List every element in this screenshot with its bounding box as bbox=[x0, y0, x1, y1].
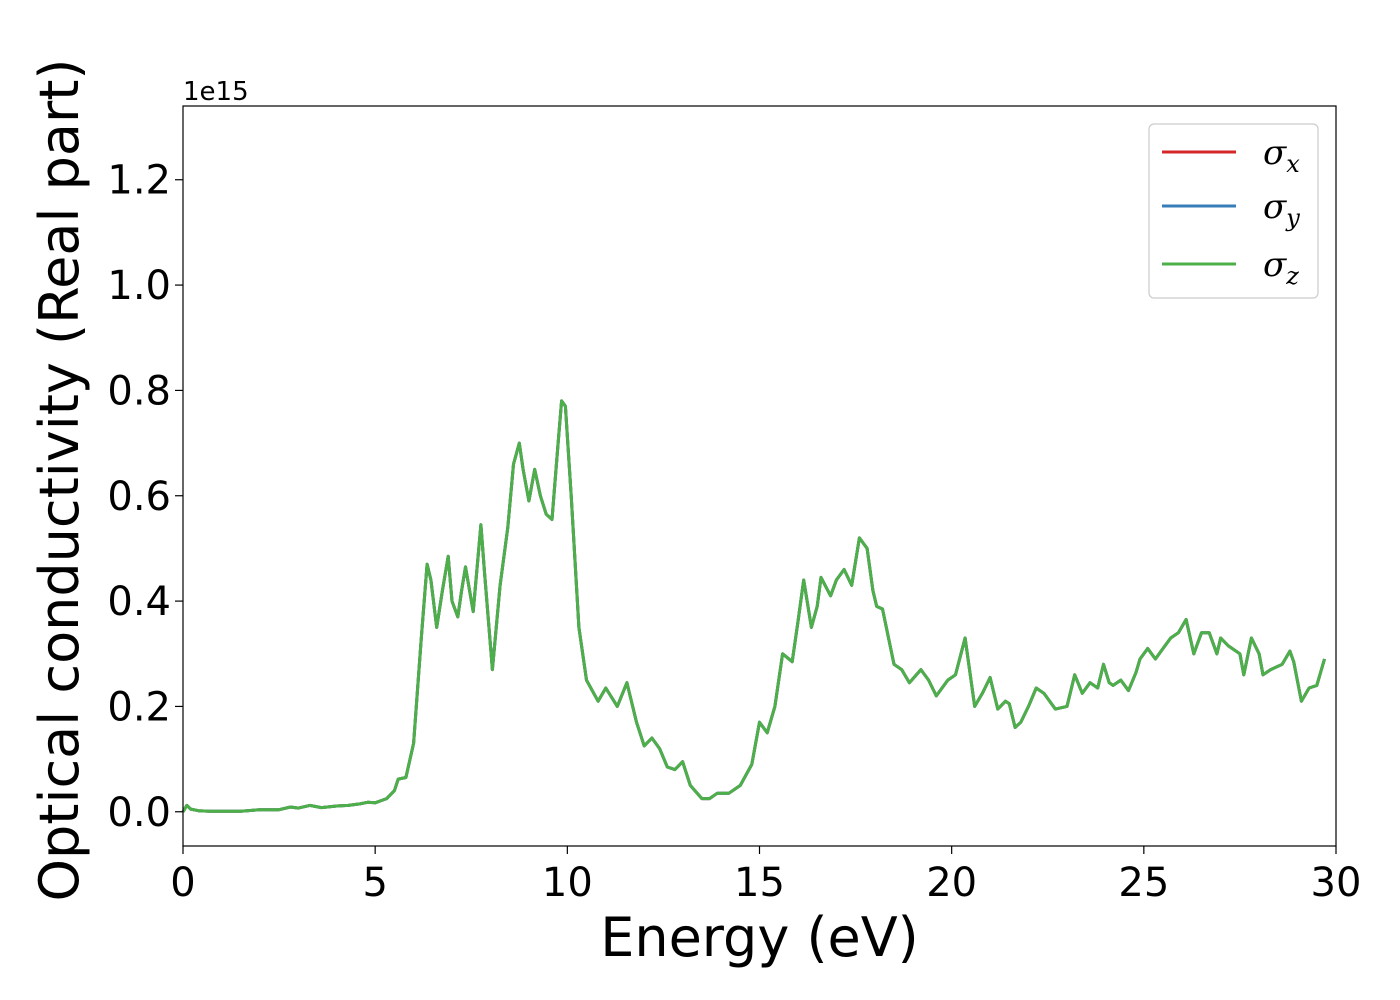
y-tick-label: 0.4 bbox=[107, 579, 171, 625]
x-tick-label: 30 bbox=[1311, 860, 1362, 906]
y-axis-title: Optical conductivity (Real part) bbox=[28, 59, 91, 902]
y-axis-offset-label: 1e15 bbox=[183, 77, 249, 107]
x-axis: 0 5 10 15 20 25 30 bbox=[170, 846, 1361, 906]
y-tick-label: 1.2 bbox=[107, 158, 171, 204]
y-axis: 0.0 0.2 0.4 0.6 0.8 1.0 1.2 bbox=[107, 158, 183, 836]
y-tick-label: 0.2 bbox=[107, 684, 171, 730]
legend-label-sigma-y: σy bbox=[1263, 187, 1300, 232]
x-tick-label: 15 bbox=[734, 860, 785, 906]
legend-box bbox=[1148, 123, 1319, 299]
y-tick-label: 0.6 bbox=[107, 474, 171, 520]
legend: σx σy σz bbox=[1148, 123, 1319, 299]
series-layer bbox=[181, 399, 1326, 813]
x-axis-title: Energy (eV) bbox=[600, 906, 919, 969]
y-tick-label: 0.0 bbox=[107, 790, 171, 836]
x-tick-label: 5 bbox=[362, 860, 387, 906]
legend-label-sigma-z: σz bbox=[1263, 245, 1299, 290]
y-tick-label: 1.0 bbox=[107, 263, 171, 309]
x-tick-label: 25 bbox=[1118, 860, 1169, 906]
y-tick-label: 0.8 bbox=[107, 368, 171, 414]
x-tick-label: 10 bbox=[542, 860, 593, 906]
legend-label-sigma-x: σx bbox=[1263, 133, 1300, 178]
series-line-sigma-z bbox=[181, 399, 1326, 813]
x-tick-label: 0 bbox=[170, 860, 195, 906]
x-tick-label: 20 bbox=[926, 860, 977, 906]
